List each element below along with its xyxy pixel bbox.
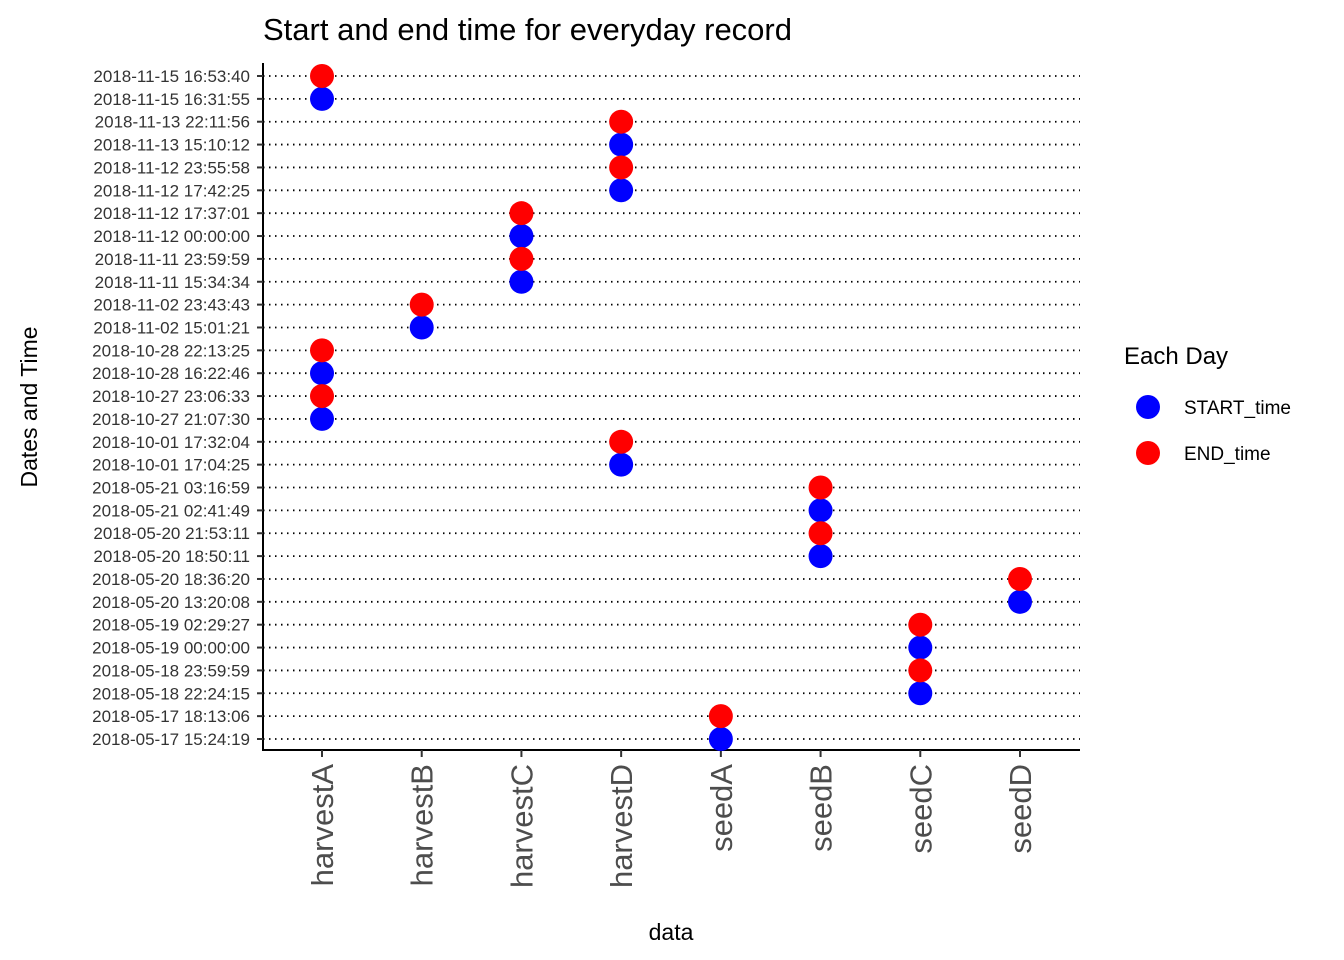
- x-tick-label: seedA: [704, 764, 739, 852]
- y-tick-label: 2018-11-02 15:01:21: [93, 318, 250, 337]
- data-point-end-time: [310, 338, 334, 363]
- data-point-end-time: [808, 521, 833, 546]
- chart-title: Start and end time for everyday record: [263, 12, 792, 47]
- data-point-end-time: [509, 246, 534, 271]
- y-tick-label: 2018-11-02 23:43:43: [93, 296, 250, 315]
- axes: [262, 63, 1080, 751]
- y-tick-label: 2018-11-15 16:53:40: [93, 67, 250, 86]
- data-point-end-time: [609, 109, 634, 134]
- y-tick-label: 2018-05-20 18:36:20: [92, 570, 250, 589]
- data-point-start-time: [609, 132, 634, 157]
- x-tick-label: seedC: [903, 764, 938, 854]
- y-tick-label: 2018-11-12 00:00:00: [93, 227, 250, 246]
- data-point-start-time: [708, 727, 733, 751]
- data-point-start-time: [310, 86, 334, 111]
- x-tick-label: harvestC: [504, 764, 539, 888]
- y-tick-label: 2018-05-21 03:16:59: [92, 479, 250, 498]
- data-point-start-time: [310, 361, 334, 386]
- data-point-end-time: [908, 658, 933, 683]
- data-point-start-time: [609, 452, 634, 477]
- y-tick-label: 2018-05-18 23:59:59: [92, 661, 250, 680]
- data-point-start-time: [409, 315, 434, 340]
- data-point-start-time: [908, 635, 933, 660]
- y-tick-label: 2018-05-21 02:41:49: [92, 501, 250, 520]
- y-tick-label: 2018-05-18 22:24:15: [92, 684, 250, 703]
- y-tick-label: 2018-11-11 23:59:59: [95, 250, 250, 269]
- y-tick-label: 2018-11-15 16:31:55: [93, 90, 250, 109]
- y-tick-label: 2018-11-13 15:10:12: [93, 136, 250, 155]
- legend-key-start-time: [1136, 395, 1160, 419]
- data-point-end-time: [509, 201, 534, 226]
- data-point-end-time: [708, 704, 733, 729]
- data-point-end-time: [808, 475, 833, 500]
- y-tick-label: 2018-05-19 00:00:00: [92, 639, 250, 658]
- y-tick-label: 2018-05-20 21:53:11: [93, 524, 250, 543]
- y-tick-label: 2018-10-27 23:06:33: [92, 387, 250, 406]
- data-point-end-time: [310, 64, 334, 88]
- gridlines: [263, 75, 1080, 740]
- data-point-end-time: [409, 292, 434, 317]
- data-point-start-time: [808, 498, 833, 523]
- x-tick-label: harvestD: [604, 764, 639, 888]
- y-tick-label: 2018-05-20 18:50:11: [93, 547, 250, 566]
- x-tick-label: seedB: [804, 764, 839, 852]
- legend-label: START_time: [1184, 398, 1291, 419]
- data-point-start-time: [908, 681, 933, 706]
- legend-title: Each Day: [1124, 343, 1228, 370]
- data-point-start-time: [1008, 589, 1032, 614]
- x-tick-label: harvestB: [405, 764, 440, 886]
- y-tick-label: 2018-10-01 17:32:04: [92, 433, 250, 452]
- data-point-start-time: [310, 406, 334, 431]
- legend-label: END_time: [1184, 444, 1271, 465]
- x-tick-label: harvestA: [305, 764, 340, 887]
- data-point-start-time: [808, 544, 833, 569]
- y-axis-label: Dates and Time: [16, 326, 42, 487]
- data-points: [310, 64, 1032, 751]
- data-point-start-time: [609, 178, 634, 203]
- y-tick-label: 2018-11-13 22:11:56: [95, 113, 250, 132]
- y-tick-label: 2018-10-28 22:13:25: [92, 341, 250, 360]
- x-tick-label: seedD: [1003, 764, 1038, 854]
- y-tick-label: 2018-11-12 17:37:01: [93, 204, 250, 223]
- legend: Each Day START_time END_time: [1124, 343, 1291, 465]
- data-point-start-time: [509, 269, 534, 294]
- y-tick-label: 2018-10-27 21:07:30: [92, 410, 250, 429]
- y-tick-label: 2018-10-28 16:22:46: [92, 364, 250, 383]
- data-point-end-time: [609, 429, 634, 454]
- y-tick-label: 2018-05-20 13:20:08: [92, 593, 250, 612]
- data-point-end-time: [310, 384, 334, 409]
- legend-key-end-time: [1136, 441, 1160, 465]
- y-tick-label: 2018-11-12 17:42:25: [93, 181, 250, 200]
- x-axis-label: data: [649, 919, 694, 945]
- y-tick-label: 2018-11-11 15:34:34: [95, 273, 250, 292]
- y-tick-label: 2018-05-17 15:24:19: [92, 730, 250, 749]
- y-tick-label: 2018-05-19 02:29:27: [92, 616, 250, 635]
- data-point-end-time: [609, 155, 634, 180]
- y-tick-label: 2018-11-12 23:55:58: [93, 158, 250, 177]
- data-point-start-time: [509, 224, 534, 249]
- data-point-end-time: [1008, 566, 1032, 591]
- y-tick-label: 2018-05-17 18:13:06: [92, 707, 250, 726]
- data-point-end-time: [908, 612, 933, 637]
- y-ticks: 2018-05-17 15:24:19 2018-05-17 18:13:06 20…: [92, 67, 263, 749]
- x-ticks: harvestA harvestB harvestC harvestD seedA see…: [305, 750, 1038, 888]
- y-tick-label: 2018-10-01 17:04:25: [92, 456, 250, 475]
